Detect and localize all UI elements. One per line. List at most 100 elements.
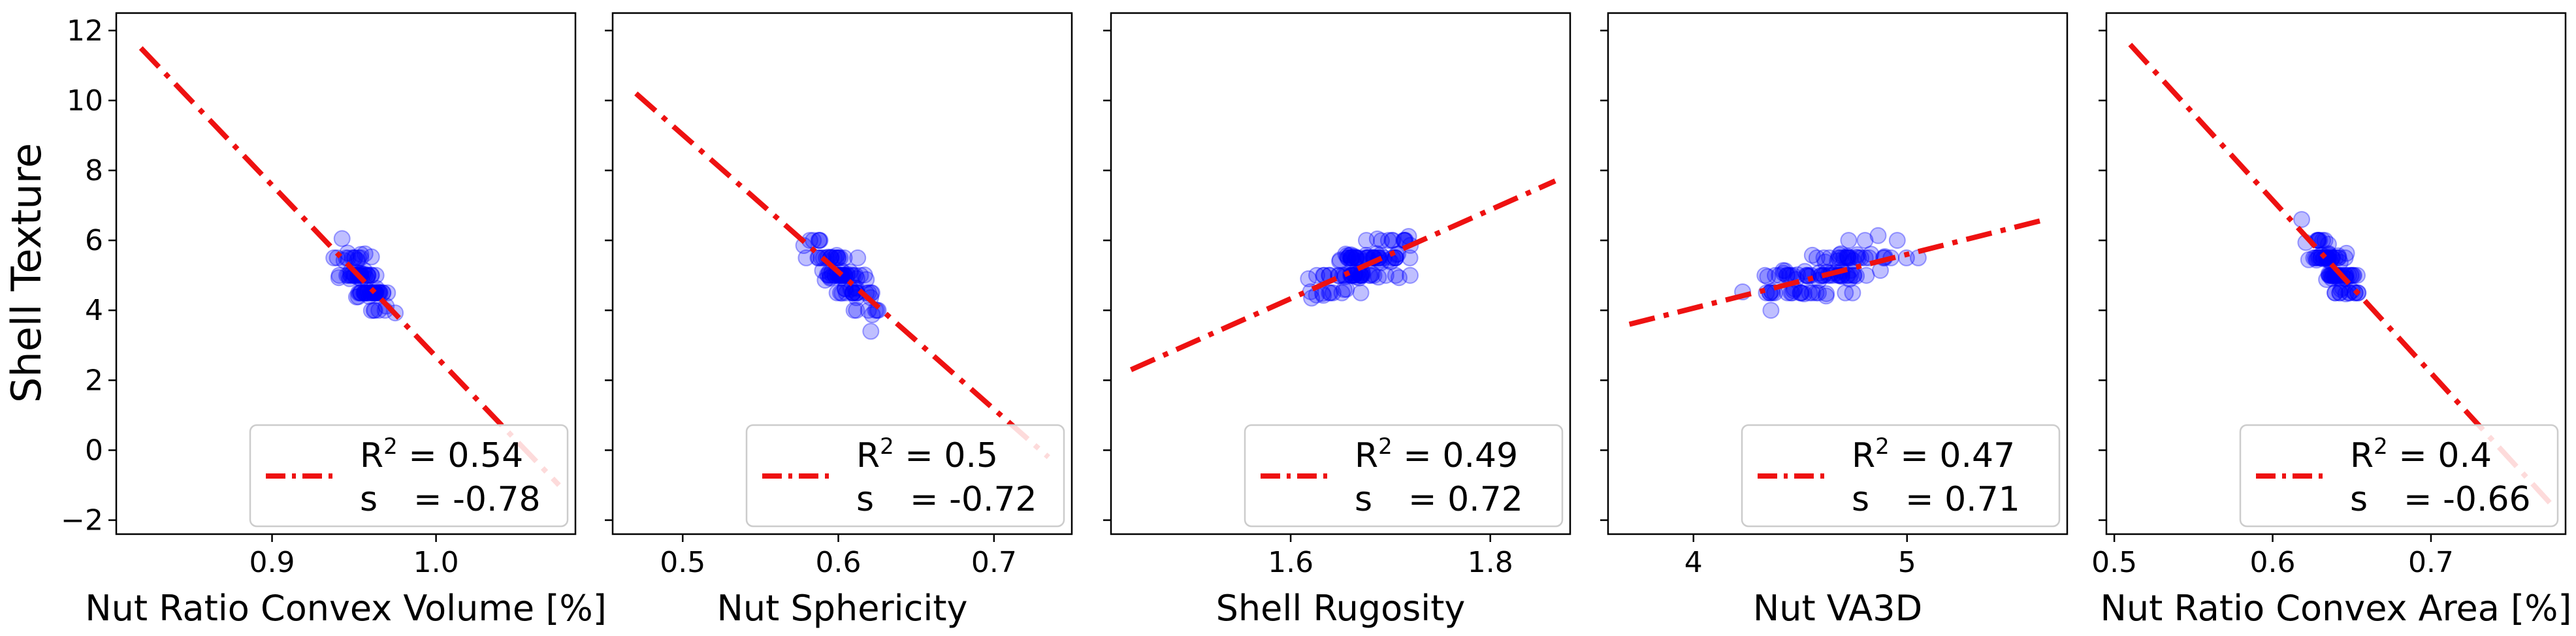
data-point: [1373, 232, 1390, 249]
data-point: [1342, 249, 1360, 266]
data-point: [822, 270, 839, 287]
data-point: [1767, 266, 1784, 284]
data-point: [1829, 252, 1846, 270]
data-point: [350, 249, 367, 266]
data-point: [1322, 284, 1340, 302]
legend-s-label: s: [360, 480, 378, 519]
data-point: [1835, 249, 1852, 266]
axes-frame: [115, 12, 577, 535]
data-point: [1777, 262, 1794, 279]
data-point: [1801, 284, 1818, 302]
legend-box: [249, 424, 569, 528]
x-tick-label: 0.6: [816, 546, 861, 579]
legend-r2-label: R: [1852, 436, 1875, 475]
data-point: [2331, 284, 2349, 302]
data-point: [822, 268, 839, 286]
data-point: [1840, 249, 1858, 266]
data-point: [1837, 284, 1854, 302]
data-point: [814, 262, 831, 279]
y-tick-label: −2: [61, 504, 103, 537]
data-point: [1342, 249, 1360, 266]
x-tick-label: 0.7: [2408, 546, 2454, 579]
y-tick-label: 12: [67, 14, 103, 48]
legend-r2-label: R: [2350, 436, 2374, 475]
legend-r2-value: = 0.4: [2388, 436, 2492, 475]
data-point: [2300, 251, 2317, 268]
data-point: [1370, 268, 1387, 286]
data-point: [1848, 267, 1865, 285]
data-point: [333, 230, 351, 247]
legend-r2-superscript: 2: [2374, 434, 2388, 460]
data-point: [362, 266, 380, 284]
data-point: [1300, 270, 1317, 287]
data-point: [846, 266, 864, 284]
data-point: [362, 302, 380, 319]
legend-s-label: s: [2350, 480, 2368, 519]
data-point: [2321, 266, 2338, 284]
data-point: [2326, 284, 2344, 302]
data-point: [1831, 249, 1849, 266]
legend-r2-superscript: 2: [880, 434, 894, 460]
data-point: [1321, 284, 1338, 302]
legend-r2-superscript: 2: [1875, 434, 1890, 460]
data-point: [2338, 244, 2355, 262]
data-point: [1331, 253, 1348, 270]
regression-line: [1129, 178, 1556, 372]
data-point: [811, 232, 828, 249]
x-tick-label: 4: [1684, 546, 1703, 579]
data-point: [2323, 270, 2341, 287]
legend-r2-superscript: 2: [1378, 434, 1393, 460]
data-point: [858, 271, 875, 289]
x-tick-label: 0.7: [971, 546, 1017, 579]
data-point: [1341, 247, 1359, 264]
regression-line: [138, 46, 561, 487]
data-point: [1897, 249, 1915, 266]
data-point: [1348, 249, 1365, 266]
data-point: [351, 284, 368, 302]
data-point: [856, 266, 873, 284]
y-tick-label: 0: [85, 434, 103, 467]
data-point: [1869, 227, 1887, 244]
data-point: [2326, 284, 2343, 302]
data-point: [1817, 287, 1835, 305]
y-tick-label: 8: [85, 154, 103, 187]
data-point: [366, 302, 383, 319]
regression-line: [634, 91, 1050, 460]
data-point: [810, 249, 828, 266]
data-point: [350, 284, 368, 302]
data-point: [1775, 264, 1792, 282]
data-point: [852, 266, 869, 284]
data-point: [818, 266, 836, 283]
data-point: [1358, 232, 1375, 249]
axes-frame: [1110, 12, 1571, 535]
x-tick-label: 0.9: [250, 546, 295, 579]
data-point: [1383, 232, 1401, 249]
legend-s-text: s = 0.72: [1355, 480, 1523, 519]
data-point: [1839, 249, 1857, 266]
data-point: [1303, 289, 1321, 307]
legend-s-value: = 0.71: [1905, 480, 2020, 519]
legend-box: [1741, 424, 2061, 528]
y-tick-label: 6: [85, 224, 103, 257]
data-point: [828, 249, 845, 266]
axes-frame: [1607, 12, 2069, 535]
data-point: [1839, 249, 1856, 266]
legend-box: [745, 424, 1065, 528]
data-point: [1342, 246, 1360, 264]
data-point: [2349, 266, 2366, 284]
data-point: [365, 302, 383, 319]
y-axis-label: Shell Texture: [3, 143, 50, 403]
data-point: [828, 247, 846, 264]
legend-s-value: = -0.66: [2404, 480, 2531, 519]
data-point: [1803, 284, 1821, 302]
data-point: [1841, 270, 1858, 288]
data-point: [370, 284, 388, 302]
data-point: [1796, 262, 1814, 280]
data-point: [2318, 271, 2336, 289]
data-point: [831, 284, 849, 302]
data-point: [1784, 284, 1801, 302]
subplot-4: 4 5 Nut VA3D R2 = 0.47 s = 0.71: [1600, 12, 2069, 629]
data-point: [1362, 266, 1379, 284]
legend-r2-value: = 0.54: [398, 436, 523, 475]
